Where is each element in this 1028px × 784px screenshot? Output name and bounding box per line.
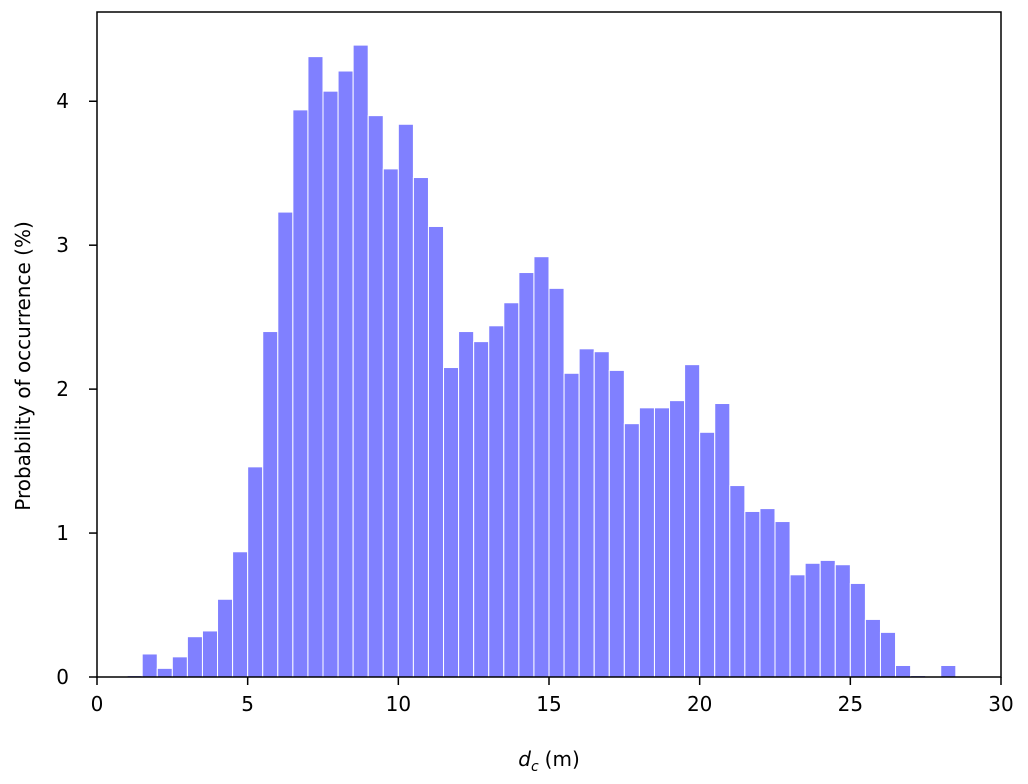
bar [879, 631, 897, 678]
bar [533, 256, 550, 678]
bar [895, 664, 912, 678]
bar [352, 44, 369, 678]
bar [307, 56, 324, 678]
bar [638, 407, 655, 678]
x-axis-label: dc (m) [518, 747, 580, 775]
bar [623, 423, 640, 678]
bar [714, 403, 731, 678]
x-tick-label: 5 [241, 692, 254, 716]
bar [171, 656, 188, 678]
bar [262, 331, 279, 678]
bar [292, 109, 309, 678]
x-axis-label-var: d [518, 747, 531, 771]
bar [653, 407, 671, 678]
x-tick-label: 15 [536, 692, 561, 716]
x-tick-label: 25 [838, 692, 863, 716]
bar [759, 508, 776, 678]
bar [232, 551, 249, 678]
bar [849, 582, 866, 678]
bar [819, 559, 836, 678]
bar [247, 466, 264, 678]
bar [367, 115, 384, 678]
bar [563, 372, 580, 678]
bar [774, 521, 791, 678]
bar [669, 400, 686, 678]
bar [217, 598, 234, 678]
bar [141, 653, 158, 678]
bar [834, 564, 851, 678]
y-tick-label: 4 [56, 89, 69, 113]
bar [382, 168, 399, 678]
x-tick-label: 30 [988, 692, 1013, 716]
bar [443, 367, 460, 678]
x-tick-label: 20 [687, 692, 712, 716]
bar [397, 123, 414, 678]
bar [427, 225, 445, 678]
bar [608, 369, 625, 678]
bar [729, 485, 746, 678]
bar [322, 90, 339, 678]
y-tick-label: 1 [56, 521, 69, 545]
x-axis-label-unit: (m) [545, 747, 580, 771]
x-axis-label-sub: c [531, 759, 539, 775]
bar [548, 287, 565, 678]
y-tick-label: 2 [56, 377, 69, 401]
bar [804, 562, 821, 678]
bar [186, 636, 203, 678]
y-tick-label: 0 [56, 665, 69, 689]
bar [684, 364, 701, 678]
bar [699, 431, 716, 678]
bar [578, 348, 595, 678]
y-axis-label: Probability of occurrence (%) [11, 221, 35, 511]
bar [337, 70, 354, 678]
bar [744, 510, 761, 678]
y-tick-label: 3 [56, 233, 69, 257]
bar [940, 664, 957, 678]
bar [864, 618, 881, 678]
bar [412, 177, 429, 678]
x-tick-label: 10 [386, 692, 411, 716]
bar [473, 341, 490, 678]
bar [593, 351, 610, 678]
bar [503, 302, 520, 678]
bar [518, 272, 535, 678]
bar [201, 630, 219, 678]
bar [458, 331, 475, 678]
bar [488, 325, 505, 678]
bar [789, 574, 806, 678]
bar [156, 667, 173, 678]
bar [277, 211, 294, 678]
x-tick-label: 0 [91, 692, 104, 716]
